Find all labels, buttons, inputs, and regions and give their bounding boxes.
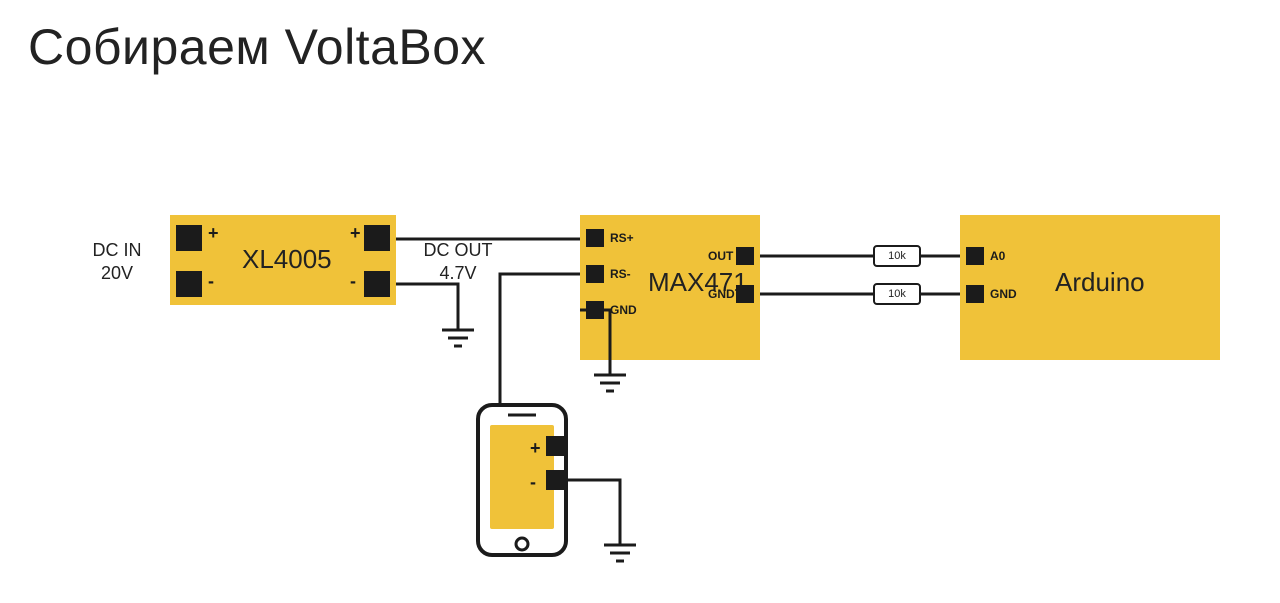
gnd-symbol-1 bbox=[442, 330, 474, 346]
resistor-r2: 10k bbox=[873, 283, 921, 305]
gnd-symbol-2 bbox=[594, 375, 626, 391]
svg-text:-: - bbox=[530, 472, 536, 492]
xl4005-in-plus-sign: + bbox=[208, 223, 219, 244]
module-xl4005-label: XL4005 bbox=[242, 244, 332, 275]
xl4005-in-plus-pad bbox=[176, 225, 202, 251]
dc-out-line1: DC OUT bbox=[424, 240, 493, 260]
max471-gnd-label: GND bbox=[610, 303, 637, 317]
xl4005-out-plus-sign: + bbox=[350, 223, 361, 244]
resistor-r1: 10k bbox=[873, 245, 921, 267]
module-arduino: Arduino A0 GND bbox=[960, 215, 1220, 360]
xl4005-in-minus-sign: - bbox=[208, 271, 214, 292]
xl4005-out-plus-pad bbox=[364, 225, 390, 251]
arduino-gnd-pad bbox=[966, 285, 984, 303]
xl4005-in-minus-pad bbox=[176, 271, 202, 297]
gnd-symbol-3 bbox=[604, 545, 636, 561]
max471-gndr-pad bbox=[736, 285, 754, 303]
xl4005-out-minus-sign: - bbox=[350, 271, 356, 292]
max471-rsminus-label: RS- bbox=[610, 267, 631, 281]
dc-in-line1: DC IN bbox=[93, 240, 142, 260]
max471-out-pad bbox=[736, 247, 754, 265]
svg-text:+: + bbox=[530, 438, 541, 458]
page-title: Собираем VoltaBox bbox=[28, 18, 486, 76]
max471-gndr-label: GND bbox=[708, 287, 732, 301]
max471-rsplus-label: RS+ bbox=[610, 231, 634, 245]
arduino-a0-pad bbox=[966, 247, 984, 265]
max471-rsminus-pad bbox=[586, 265, 604, 283]
max471-rsplus-pad bbox=[586, 229, 604, 247]
module-xl4005: XL4005 + - + - bbox=[170, 215, 396, 305]
dc-out-label: DC OUT 4.7V bbox=[418, 239, 498, 284]
arduino-gnd-label: GND bbox=[990, 287, 1017, 301]
dc-in-line2: 20V bbox=[101, 263, 133, 283]
dc-out-line2: 4.7V bbox=[439, 263, 476, 283]
max471-out-label: OUT bbox=[708, 249, 732, 263]
phone-icon bbox=[478, 405, 566, 555]
arduino-a0-label: A0 bbox=[990, 249, 1005, 263]
max471-gnd-pad bbox=[586, 301, 604, 319]
module-arduino-label: Arduino bbox=[1055, 267, 1145, 298]
xl4005-out-minus-pad bbox=[364, 271, 390, 297]
module-max471: MAX471 RS+ RS- GND OUT GND bbox=[580, 215, 760, 360]
dc-in-label: DC IN 20V bbox=[82, 239, 152, 284]
